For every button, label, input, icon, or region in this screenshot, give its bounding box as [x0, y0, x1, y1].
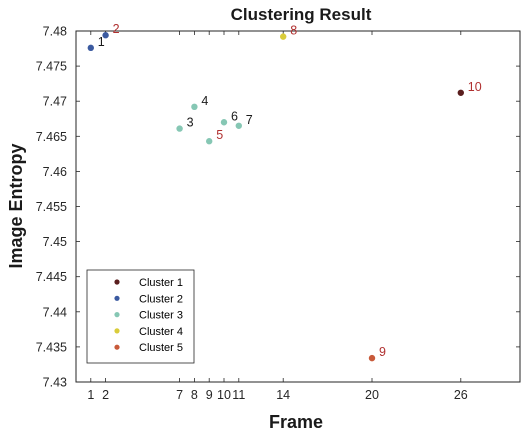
y-tick-label: 7.475 — [36, 60, 67, 74]
data-point — [176, 125, 183, 132]
data-point — [206, 138, 213, 145]
y-axis-title: Image Entropy — [6, 143, 26, 268]
legend-box — [86, 269, 195, 364]
data-points: 10 12 34 56 7 8 9 — [87, 22, 482, 362]
data-point — [102, 32, 109, 39]
y-tick-label: 7.455 — [36, 200, 67, 214]
legend-marker — [114, 312, 120, 318]
x-axis: 1 2 7 8 9 10 11 14 20 26 — [87, 31, 468, 402]
data-point — [235, 122, 242, 129]
point-label: 7 — [246, 113, 253, 127]
data-point — [280, 33, 287, 40]
chart-title: Clustering Result — [231, 5, 372, 24]
legend-marker — [114, 295, 120, 301]
point-label: 3 — [187, 116, 194, 130]
legend-entry: Cluster 1 — [139, 277, 183, 289]
y-tick-label: 7.44 — [43, 305, 67, 319]
x-tick-label: 8 — [191, 388, 198, 402]
point-label: 6 — [231, 109, 238, 123]
x-tick-label: 14 — [276, 388, 290, 402]
point-label: 5 — [216, 128, 223, 142]
data-point — [220, 119, 228, 126]
legend-marker — [114, 328, 120, 334]
legend: Cluster 1 Cluster 2 Cluster 3 Cluster 4 Clus… — [86, 269, 195, 364]
point-label: 9 — [379, 345, 386, 359]
y-tick-label: 7.46 — [43, 165, 67, 179]
y-tick-label: 7.48 — [43, 25, 67, 39]
legend-entry: Cluster 3 — [139, 310, 183, 322]
x-tick-label: 9 — [206, 388, 213, 402]
data-point — [191, 103, 198, 111]
legend-entry: Cluster 4 — [139, 326, 183, 338]
legend-entry: Cluster 2 — [139, 293, 183, 305]
x-tick-label: 1 — [87, 388, 94, 402]
x-tick-label: 10 — [217, 388, 231, 402]
point-label: 1 — [98, 35, 105, 49]
point-label: 8 — [290, 24, 297, 38]
data-point — [87, 44, 95, 52]
y-tick-label: 7.45 — [43, 235, 67, 249]
data-point — [457, 89, 464, 96]
legend-marker — [114, 279, 120, 285]
x-tick-label: 2 — [102, 388, 109, 402]
y-tick-label: 7.445 — [36, 270, 67, 284]
x-axis-title: Frame — [269, 412, 323, 432]
x-tick-label: 11 — [232, 388, 245, 402]
point-label: 4 — [201, 94, 208, 108]
y-axis: 7.43 7.435 7.44 7.445 7.45 7.455 7.46 7.465 7.47… — [36, 25, 520, 390]
y-tick-label: 7.465 — [36, 130, 67, 144]
legend-marker — [114, 344, 120, 350]
x-tick-label: 7 — [176, 388, 183, 402]
y-tick-label: 7.43 — [43, 376, 67, 390]
x-tick-label: 26 — [454, 388, 468, 402]
data-point — [368, 354, 376, 362]
y-tick-label: 7.435 — [36, 340, 67, 354]
point-label: 10 — [468, 80, 482, 94]
point-label: 2 — [113, 22, 120, 36]
y-tick-label: 7.47 — [43, 95, 67, 109]
x-tick-label: 20 — [365, 388, 379, 402]
legend-entry: Cluster 5 — [139, 342, 183, 354]
